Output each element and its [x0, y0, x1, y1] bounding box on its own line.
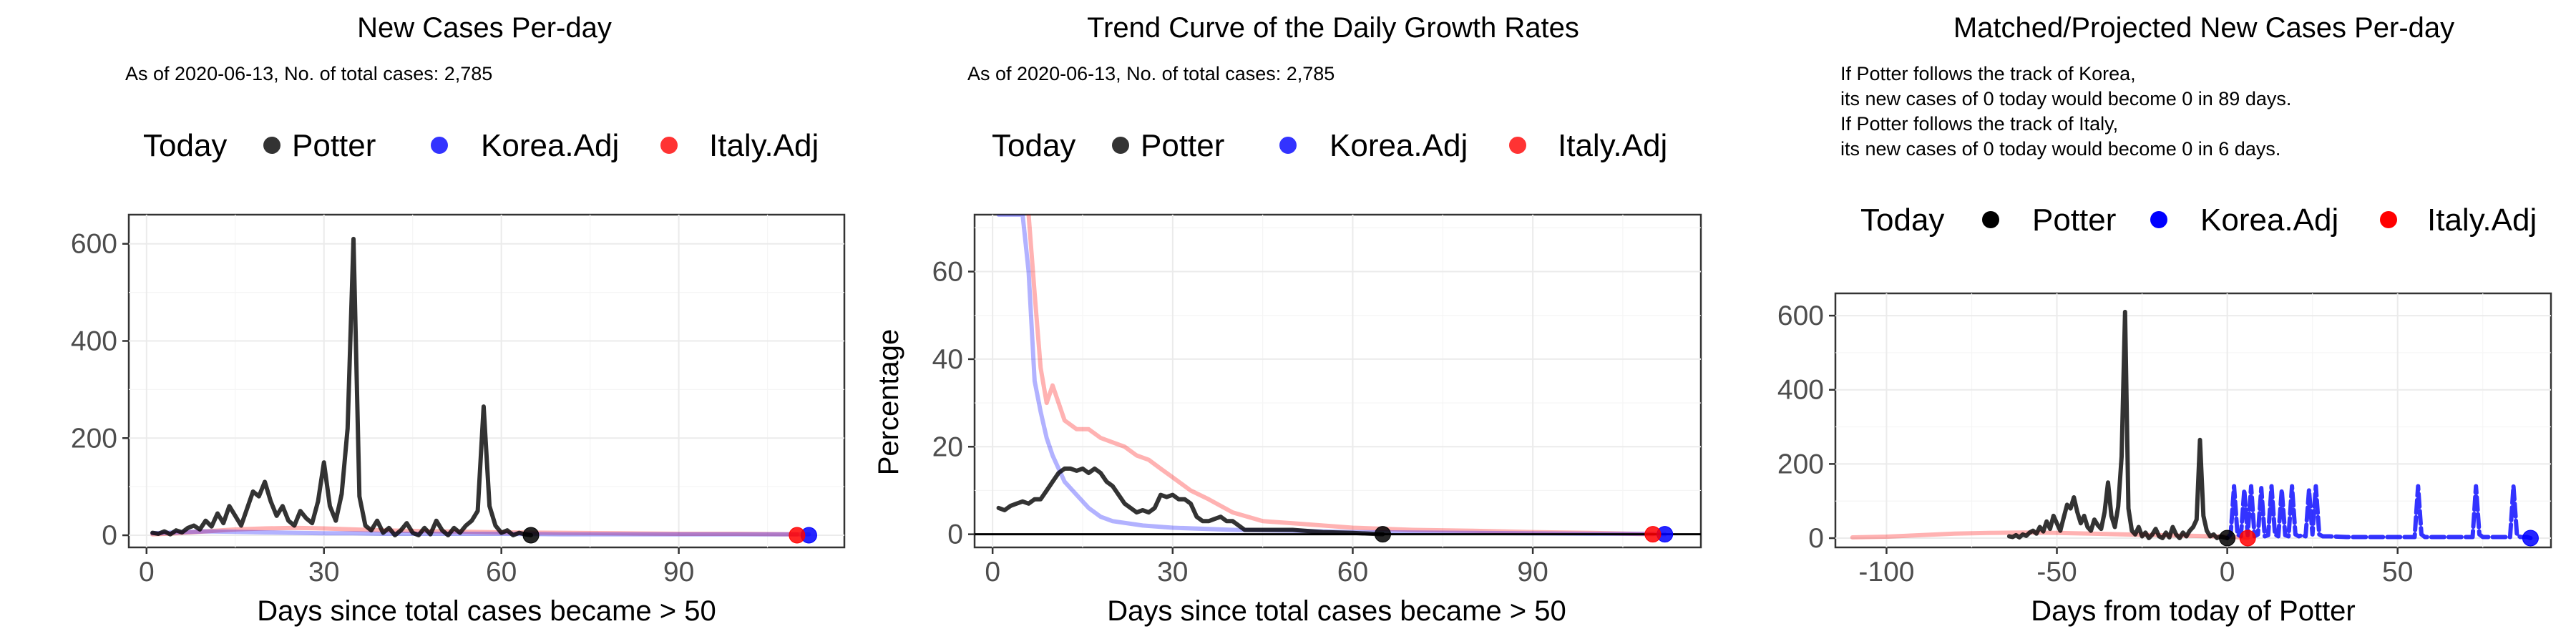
series-line-korea-adj [996, 215, 1667, 537]
legend-label-italy: Italy.Adj [1558, 128, 1667, 163]
plot-panel [1834, 292, 2552, 549]
chart-title: New Cases Per-day [357, 12, 612, 44]
y-tick-label: 0 [1808, 523, 1824, 554]
x-tick-label: 90 [663, 557, 694, 587]
chart-title: Trend Curve of the Daily Growth Rates [1087, 12, 1579, 44]
x-axis-label: Days from today of Potter [2031, 595, 2356, 627]
chart-title: Matched/Projected New Cases Per-day [1953, 12, 2454, 44]
legend-label-italy: Italy.Adj [709, 128, 819, 163]
legend-title: Today [992, 128, 1075, 163]
series-line-potter [2006, 309, 2230, 540]
y-tick-label: 0 [947, 519, 963, 550]
legend-label-potter: Potter [1141, 128, 1224, 163]
y-tick-label: 200 [71, 423, 117, 454]
x-tick-label: 30 [1157, 557, 1188, 587]
y-axis-label: Percentage [873, 329, 904, 476]
y-tick-label: 600 [1777, 301, 1824, 331]
chart-matched-projected: Matched/Projected New Cases Per-day If P… [1777, 12, 2552, 627]
today-point-italy-adj [1644, 526, 1662, 543]
legend-label-korea: Korea.Adj [1330, 128, 1468, 163]
legend-marker-potter [1982, 211, 1999, 228]
annotation-line-4: its new cases of 0 today would become 0 … [1840, 138, 2280, 160]
legend-label-potter: Potter [2032, 203, 2116, 238]
chart-growth-rate-trend: Trend Curve of the Daily Growth Rates As… [873, 12, 1702, 627]
legend-marker-korea [2150, 211, 2167, 228]
today-point-potter [522, 527, 540, 544]
legend-title: Today [143, 128, 227, 163]
chart-subtitle: As of 2020-06-13, No. of total cases: 2,… [967, 63, 1335, 84]
plot-panel [973, 213, 1702, 549]
legend-label-italy: Italy.Adj [2427, 203, 2537, 238]
legend: Today Potter Korea.Adj Italy.Adj [143, 128, 819, 163]
x-tick-label: 30 [308, 557, 339, 587]
tick-labels: -100 -50 0 50 0 200 400 600 [1777, 301, 2413, 587]
annotation-line-3: If Potter follows the track of Italy, [1840, 113, 2118, 135]
y-tick-label: 400 [1777, 375, 1824, 406]
y-tick-label: 0 [102, 520, 117, 551]
chart-subtitle: As of 2020-06-13, No. of total cases: 2,… [125, 63, 492, 84]
legend-marker-italy [660, 137, 678, 154]
x-tick-label: 0 [985, 557, 1000, 587]
y-tick-label: 40 [932, 344, 963, 375]
x-tick-label: 60 [1337, 557, 1368, 587]
legend-marker-korea [1279, 137, 1297, 154]
legend-label-korea: Korea.Adj [481, 128, 619, 163]
legend-marker-potter [263, 137, 280, 154]
legend-marker-italy [1509, 137, 1526, 154]
x-tick-label: -50 [2036, 557, 2077, 587]
grid [975, 215, 1701, 547]
today-points [522, 527, 817, 544]
x-axis-label: Days since total cases became > 50 [1107, 595, 1566, 627]
y-tick-label: 60 [932, 257, 963, 288]
y-tick-label: 600 [71, 229, 117, 260]
today-points [1374, 526, 1674, 543]
x-tick-label: 50 [2382, 557, 2413, 587]
x-tick-label: -100 [1858, 557, 1914, 587]
legend: Today Potter Korea.Adj Italy.Adj [992, 128, 1667, 163]
y-tick-label: 20 [932, 431, 963, 462]
legend-label-potter: Potter [292, 128, 376, 163]
today-point-potter [1374, 526, 1391, 543]
y-tick-label: 400 [71, 326, 117, 356]
x-axis-label: Days since total cases became > 50 [257, 595, 716, 627]
y-tick-label: 200 [1777, 449, 1824, 479]
plot-panel [127, 213, 846, 549]
series-line-korea-adj [2225, 484, 2533, 540]
series-line-potter [150, 236, 533, 537]
x-tick-label: 60 [486, 557, 517, 587]
today-point-potter [2219, 530, 2236, 547]
legend-marker-potter [1112, 137, 1129, 154]
series-group [150, 236, 811, 537]
today-point-italy-adj [2239, 530, 2256, 547]
annotation-line-2: its new cases of 0 today would become 0 … [1840, 88, 2291, 109]
today-point-korea-adj [2522, 530, 2539, 547]
legend-marker-italy [2380, 211, 2397, 228]
x-tick-label: 90 [1517, 557, 1548, 587]
legend-title: Today [1860, 203, 1944, 238]
series-line-potter [996, 466, 1385, 537]
legend-marker-korea [431, 137, 448, 154]
legend-label-korea: Korea.Adj [2200, 203, 2338, 238]
x-tick-label: 0 [139, 557, 155, 587]
legend: Today Potter Korea.Adj Italy.Adj [1860, 203, 2537, 238]
today-points [2219, 530, 2539, 547]
x-tick-label: 0 [2220, 557, 2235, 587]
tick-labels: 0 30 60 90 0 200 400 600 [71, 229, 694, 587]
today-point-italy-adj [789, 527, 806, 544]
chart-new-cases-per-day: New Cases Per-day As of 2020-06-13, No. … [71, 12, 846, 627]
annotation-line-1: If Potter follows the track of Korea, [1840, 63, 2136, 84]
tick-labels: 0 30 60 90 0 20 40 60 [932, 257, 1548, 587]
